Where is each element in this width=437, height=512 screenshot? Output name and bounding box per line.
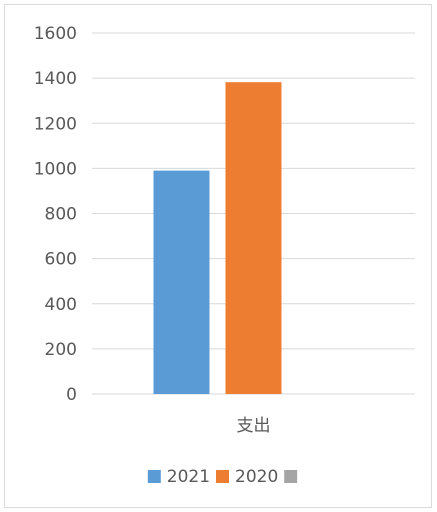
- y-tick-label: 600: [45, 250, 77, 270]
- bars: [153, 82, 282, 394]
- legend-label: 2021: [167, 467, 210, 487]
- y-tick-label: 1400: [34, 69, 77, 89]
- y-tick-label: 1200: [34, 114, 77, 134]
- y-tick-label: 800: [45, 205, 77, 225]
- legend-swatch: [147, 470, 161, 483]
- legend: 2021 2020: [147, 467, 298, 487]
- y-tick-label: 1000: [34, 159, 77, 179]
- legend-swatch: [284, 470, 298, 483]
- y-tick-label: 200: [45, 340, 77, 360]
- legend-label: 2020: [235, 467, 278, 487]
- chart-frame: [4, 4, 432, 508]
- bar-2021: [153, 170, 210, 394]
- x-category-label: 支出: [237, 416, 271, 436]
- y-axis-ticks: 0 200 400 600 800 1000 1200 1400 1600: [34, 24, 77, 405]
- bar-2020: [225, 82, 282, 394]
- legend-swatch: [216, 470, 229, 483]
- y-tick-label: 0: [66, 385, 77, 405]
- y-tick-label: 1600: [34, 24, 77, 44]
- y-tick-label: 400: [45, 295, 77, 315]
- x-axis-categories: 支出: [237, 416, 271, 436]
